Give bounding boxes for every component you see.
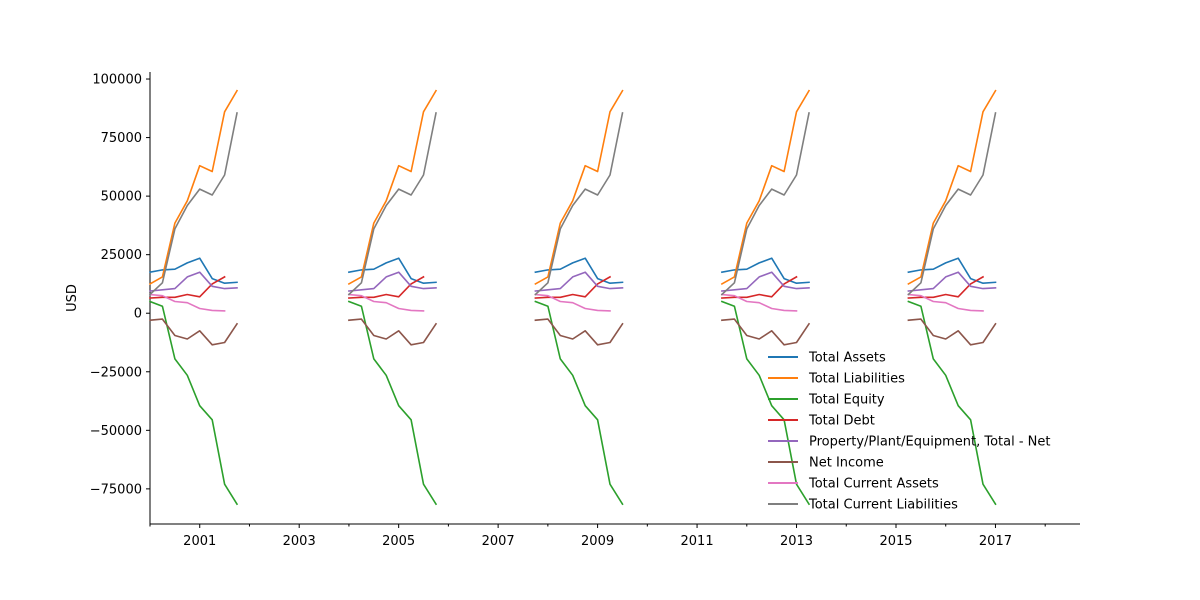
y-tick-label: 100000 [92, 73, 142, 88]
series-line-8-segment-4 [720, 112, 810, 296]
series-line-7-segment-3 [534, 293, 611, 312]
series-line-7-segment-5 [907, 293, 984, 312]
series-line-6-segment-1 [149, 318, 239, 346]
series-line-8-segment-5 [907, 112, 997, 296]
y-tick-label: 0 [134, 307, 142, 322]
series-line-7-segment-1 [149, 293, 226, 312]
x-tick-label: 2007 [482, 534, 515, 549]
series-line-2-segment-5 [907, 89, 997, 285]
series-line-6-segment-3 [534, 318, 624, 346]
series-line-3-segment-5 [907, 300, 997, 506]
legend-label: Total Current Assets [808, 477, 939, 492]
x-tick-label: 2005 [382, 534, 415, 549]
y-tick-label: 50000 [101, 190, 142, 205]
series-line-6-segment-4 [721, 318, 811, 346]
legend-label: Total Assets [808, 351, 886, 366]
series-line-7-segment-4 [721, 293, 798, 312]
series-line-4-segment-5 [907, 275, 985, 299]
x-tick-label: 2003 [283, 534, 316, 549]
y-tick-label: 75000 [101, 131, 142, 146]
legend-label: Property/Plant/Equipment, Total - Net [809, 435, 1051, 450]
series-line-8-segment-1 [148, 112, 238, 296]
series-line-8-segment-3 [534, 112, 624, 296]
series-line-4-segment-4 [721, 275, 798, 299]
x-tick-label: 2015 [879, 534, 912, 549]
series-line-4-segment-1 [149, 275, 226, 299]
series-line-3-segment-1 [148, 300, 239, 506]
series-line-4-segment-3 [534, 275, 612, 299]
y-tick-label: −50000 [90, 424, 142, 439]
series-line-5-segment-5 [907, 271, 997, 292]
series-line-2-segment-1 [148, 89, 239, 285]
legend-label: Total Liabilities [808, 372, 905, 387]
series-line-3-segment-4 [720, 300, 811, 506]
x-tick-label: 2009 [581, 534, 614, 549]
y-tick-label: −25000 [90, 365, 142, 380]
series-line-3-segment-3 [534, 300, 624, 506]
x-tick-label: 2017 [979, 534, 1012, 549]
series-lines [148, 89, 997, 506]
series-line-2-segment-2 [347, 89, 438, 285]
series-line-3-segment-2 [347, 300, 438, 506]
y-axis-label: USD [65, 284, 80, 312]
x-tick-label: 2013 [780, 534, 813, 549]
y-tick-label: 25000 [101, 248, 142, 263]
series-line-4-segment-2 [348, 275, 425, 299]
y-tick-label: −75000 [90, 482, 142, 497]
series-line-2-segment-4 [720, 89, 811, 285]
legend-label: Total Current Liabilities [808, 498, 958, 513]
series-line-7-segment-2 [348, 293, 425, 312]
legend-label: Total Debt [808, 414, 875, 429]
legend: Total Assets Total Liabilities Total Equit… [768, 351, 1051, 513]
series-line-5-segment-2 [348, 271, 437, 292]
series-line-6-segment-5 [907, 318, 997, 346]
x-tick-label: 2011 [681, 534, 714, 549]
series-line-2-segment-3 [534, 89, 624, 285]
legend-label: Total Equity [808, 393, 885, 408]
axes: −75000 −50000 −25000 0 25000 50000 75000 100000… [65, 72, 1080, 549]
series-line-5-segment-4 [721, 271, 810, 292]
series-line-5-segment-1 [149, 271, 238, 292]
series-line-8-segment-2 [347, 112, 437, 296]
series-line-5-segment-3 [534, 271, 624, 292]
x-tick-label: 2001 [183, 534, 216, 549]
series-line-6-segment-2 [348, 318, 438, 346]
legend-label: Net Income [809, 456, 884, 471]
